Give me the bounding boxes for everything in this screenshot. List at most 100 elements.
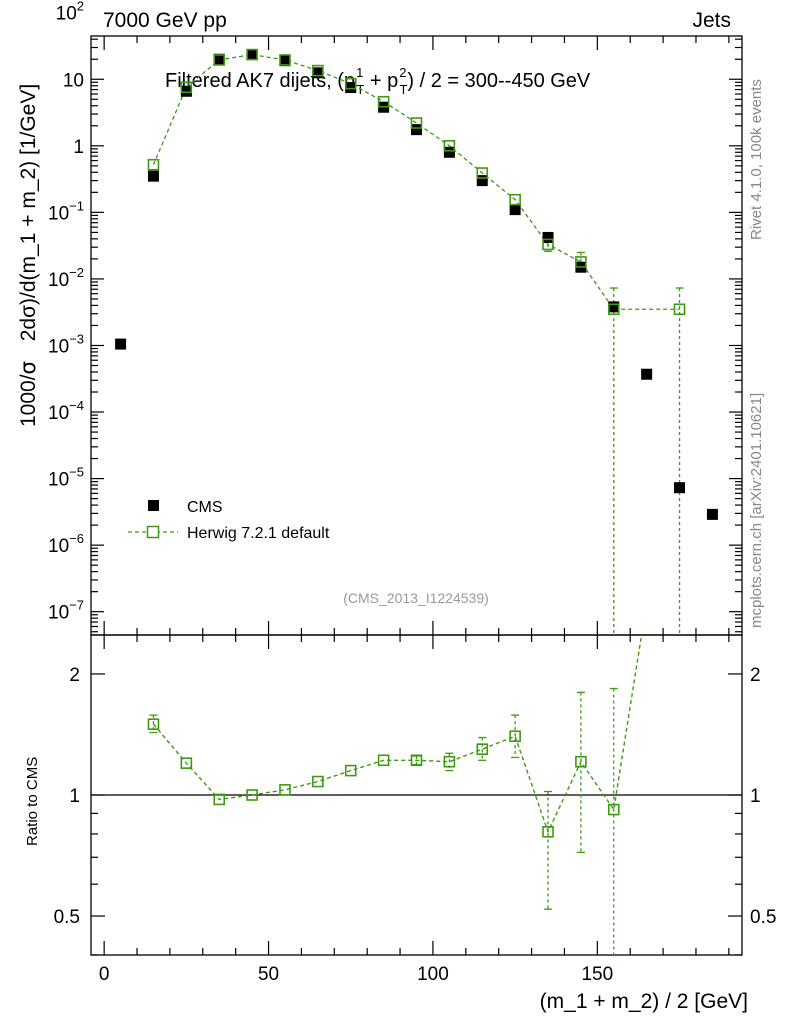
main-y-tick-label: 102 bbox=[56, 0, 84, 25]
title-prefix: Filtered AK7 dijets, (p bbox=[165, 70, 355, 92]
legend-label-mc: Herwig 7.2.1 default bbox=[187, 525, 330, 542]
x-tick-label: 100 bbox=[417, 964, 449, 985]
ratio-y-tick-label-right: 1 bbox=[750, 786, 761, 807]
ratio-y-tick-label-right: 2 bbox=[750, 665, 761, 686]
ratio-point bbox=[246, 789, 258, 801]
main-y-tick-label: 10−6 bbox=[48, 531, 84, 557]
cms-point bbox=[542, 231, 554, 243]
main-x-axis bbox=[103, 36, 730, 635]
ratio-point bbox=[410, 754, 423, 767]
tick-exponent: −2 bbox=[69, 265, 84, 280]
tick-base: 1 bbox=[73, 137, 84, 158]
main-y-tick-label: 10−5 bbox=[48, 465, 84, 491]
mc-point bbox=[312, 64, 324, 77]
ratio-point bbox=[607, 803, 620, 816]
ratio-point bbox=[344, 764, 357, 777]
main-y-tick-label: 10−7 bbox=[48, 598, 84, 624]
ratio-point bbox=[312, 775, 324, 788]
main-y-tick-label: 10−4 bbox=[48, 398, 84, 424]
rivet-label: Rivet 4.1.0, 100k events bbox=[748, 79, 765, 240]
mc-point bbox=[213, 54, 226, 66]
legend-label-cms: CMS bbox=[187, 499, 223, 516]
title-sup2: 2 bbox=[399, 65, 406, 80]
legend-marker-cms bbox=[148, 500, 159, 511]
mc-point bbox=[246, 48, 258, 61]
cms-point bbox=[608, 301, 620, 313]
ratio-point bbox=[575, 755, 587, 768]
main-y-tick-label: 10−2 bbox=[48, 265, 84, 291]
ratio-series-layer bbox=[147, 635, 643, 955]
cms-point bbox=[411, 124, 422, 136]
header-right: Jets bbox=[692, 9, 731, 32]
chart-title: Filtered AK7 dijets, (p1 T + p2 T) / 2 = 3… bbox=[165, 65, 591, 97]
mc-point bbox=[443, 140, 456, 152]
title-suffix: ) / 2 = 300--450 GeV bbox=[407, 70, 591, 92]
mc-point bbox=[377, 95, 390, 108]
cms-point bbox=[312, 67, 324, 79]
x-tick-label: 150 bbox=[581, 964, 613, 985]
tick-exponent: −7 bbox=[69, 598, 84, 613]
tick-exponent: −6 bbox=[69, 531, 84, 546]
main-y-tick-label: 10 bbox=[63, 70, 84, 91]
cms-point bbox=[509, 204, 521, 216]
cms-point bbox=[246, 49, 258, 61]
mc-point bbox=[344, 77, 357, 90]
mc-point bbox=[476, 167, 489, 179]
mc-point bbox=[575, 256, 587, 268]
tick-base: 10 bbox=[48, 203, 69, 224]
ratio-point bbox=[476, 743, 489, 755]
cms-point bbox=[476, 175, 488, 187]
x-tick-label: 50 bbox=[258, 964, 279, 985]
tick-exponent: 2 bbox=[77, 0, 84, 14]
ratio-point bbox=[542, 825, 554, 838]
tick-base: 10 bbox=[48, 336, 69, 357]
tick-exponent: −5 bbox=[69, 465, 84, 480]
mc-point bbox=[607, 303, 620, 316]
main-y-tick-label: 10−1 bbox=[48, 198, 84, 224]
ratio-point bbox=[180, 757, 193, 769]
ylabel-a: 1000/ bbox=[17, 374, 40, 427]
tick-base: 10 bbox=[48, 403, 69, 424]
ratio-y-tick-label: 2 bbox=[69, 665, 80, 686]
main-y-tick-label: 10−3 bbox=[48, 331, 84, 357]
ylabel-c: σ)/d(m_1 + m_2) [1/GeV] bbox=[17, 84, 40, 318]
cms-point bbox=[180, 85, 192, 97]
tick-base: 10 bbox=[48, 603, 69, 624]
main-series-layer bbox=[115, 48, 718, 635]
tick-base: 10 bbox=[56, 4, 77, 25]
ratio-y-tick-label: 0.5 bbox=[54, 907, 80, 928]
ratio-point bbox=[443, 755, 456, 768]
cms-point bbox=[674, 482, 686, 494]
title-sup1: 1 bbox=[356, 65, 363, 80]
ratio-y-tick-label-right: 0.5 bbox=[750, 907, 776, 928]
mc-point bbox=[147, 158, 160, 171]
tick-base: 10 bbox=[63, 70, 84, 91]
tick-exponent: −4 bbox=[69, 398, 84, 413]
cms-point bbox=[443, 146, 455, 158]
ratio-y-axis: 0.5 0.5 1 1 2 2 bbox=[54, 665, 776, 956]
mc-point bbox=[673, 303, 686, 316]
header-left: 7000 GeV pp bbox=[103, 9, 227, 32]
title-mid: + p bbox=[364, 70, 398, 92]
title-sub2: T bbox=[399, 82, 407, 97]
tick-base: 10 bbox=[48, 536, 69, 557]
cms-point bbox=[706, 508, 718, 520]
legend-marker-mc bbox=[146, 525, 160, 539]
ylabel-b: 2d bbox=[17, 318, 40, 347]
x-tick-label: 0 bbox=[99, 964, 110, 985]
analysis-id: (CMS_2013_I1224539) bbox=[343, 590, 489, 606]
mc-point bbox=[509, 193, 521, 206]
cms-point bbox=[147, 170, 159, 182]
ratio-point bbox=[377, 754, 390, 767]
cms-point bbox=[641, 368, 653, 380]
cms-point bbox=[345, 82, 357, 94]
tick-exponent: −1 bbox=[69, 198, 84, 213]
mc-point bbox=[180, 81, 193, 93]
main-y-axis: 10−710−610−510−410−310−210−1110102103 bbox=[48, 0, 742, 633]
tick-base: 10 bbox=[48, 270, 69, 291]
tick-base: 10 bbox=[48, 470, 69, 491]
mc-point bbox=[542, 238, 554, 251]
ratio-x-axis: 0 50 100 150 bbox=[99, 635, 730, 985]
